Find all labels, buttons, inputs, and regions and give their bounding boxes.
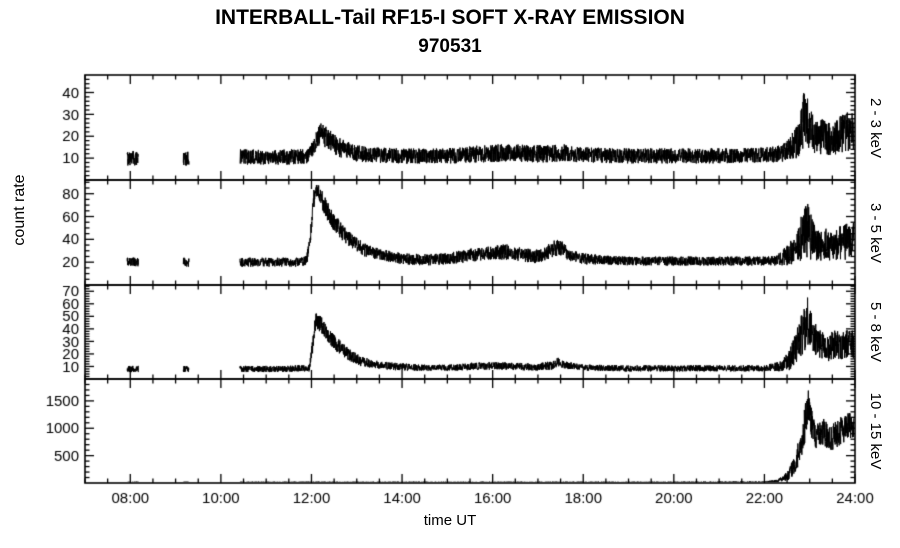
panel-energy-label: 10 - 15 keV — [867, 392, 884, 470]
y-axis-label: count rate — [11, 174, 28, 246]
x-axis-label: time UT — [423, 512, 477, 529]
panel-energy-label: 2 - 3 keV — [867, 97, 884, 158]
chart-title: INTERBALL-Tail RF15-I SOFT X-RAY EMISSIO… — [215, 6, 685, 29]
chart-date-subtitle: 970531 — [418, 36, 482, 57]
